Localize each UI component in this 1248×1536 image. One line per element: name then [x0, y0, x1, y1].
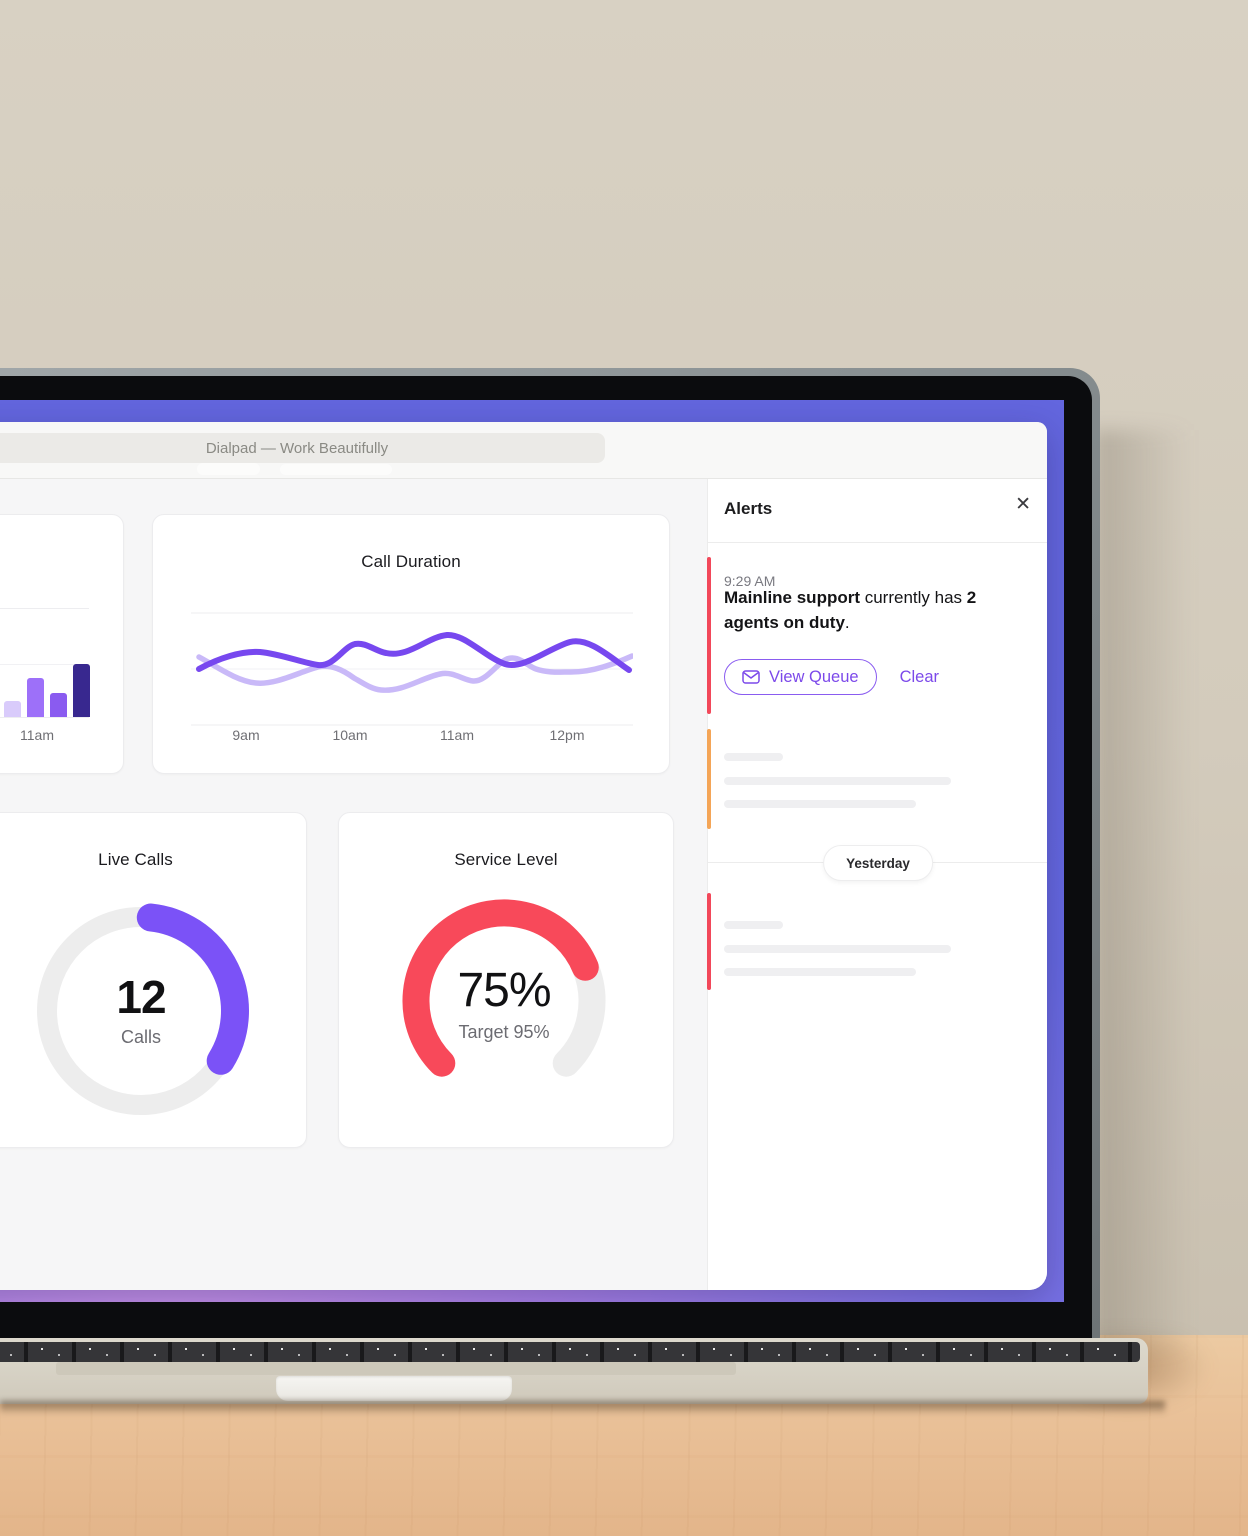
- x-axis-label: 10am: [332, 727, 368, 743]
- alert-stripe-red: [707, 893, 711, 990]
- yesterday-pill: Yesterday: [823, 845, 933, 881]
- skeleton-line: [724, 800, 916, 808]
- gauge-center-label: 75% Target 95%: [457, 964, 551, 1043]
- bookmark-chip: [197, 463, 260, 475]
- gridline: [0, 717, 89, 718]
- live-calls-value: 12: [116, 971, 166, 1023]
- card-title: Live Calls: [98, 850, 173, 869]
- yesterday-label: Yesterday: [846, 855, 910, 871]
- skeleton-line: [724, 945, 951, 953]
- envelope-icon: [742, 670, 760, 684]
- service-level-value: 75%: [457, 964, 551, 1017]
- donut-arc: [136, 903, 249, 1075]
- screen-wallpaper: Dialpad — Work Beautifully: [0, 400, 1064, 1302]
- gauge-track: [552, 953, 606, 1077]
- skeleton-line: [724, 968, 916, 976]
- view-queue-label: View Queue: [769, 667, 859, 686]
- alert-message: Mainline support currently has 2 agents …: [724, 588, 977, 632]
- gauge-arc: [402, 899, 599, 1077]
- x-axis-label: 12pm: [549, 727, 585, 743]
- x-axis-label: 11am: [20, 727, 54, 743]
- bar-segment: [73, 664, 90, 717]
- base-front-shadow: [0, 1401, 1165, 1415]
- alert-actions: View Queue Clear: [724, 659, 939, 695]
- gridline: [0, 664, 89, 665]
- live-calls-unit: Calls: [120, 1027, 162, 1047]
- alert-message-bold: Mainline support: [724, 588, 860, 607]
- close-icon[interactable]: ✕: [1015, 494, 1031, 515]
- card-hourly-bars: 11am: [0, 514, 124, 774]
- laptop-base: [0, 1338, 1148, 1404]
- browser-chrome: Dialpad — Work Beautifully: [0, 422, 1047, 478]
- skeleton-line: [724, 777, 951, 785]
- alert-stripe-red: [707, 557, 711, 714]
- alert-stripe-orange: [707, 729, 711, 829]
- skeleton-line: [724, 753, 783, 761]
- card-title: Call Duration: [361, 552, 461, 571]
- series-dark-line: [196, 632, 632, 673]
- x-axis-label: 9am: [232, 727, 260, 743]
- panel-divider: [708, 542, 1047, 543]
- keyboard: [0, 1342, 1140, 1362]
- dashboard: 11am Call Duration: [0, 479, 707, 1290]
- skeleton-line: [724, 921, 783, 929]
- bookmark-chip: [280, 464, 392, 475]
- donut-chart: [37, 903, 249, 1115]
- x-axis-label: 11am: [440, 727, 474, 743]
- browser-window: Dialpad — Work Beautifully: [0, 422, 1047, 1290]
- clear-button[interactable]: Clear: [899, 667, 940, 686]
- service-level-target: Target 95%: [458, 1022, 550, 1042]
- card-title: Service Level: [454, 850, 558, 869]
- alerts-title: Alerts: [724, 499, 773, 518]
- bar-segment: [4, 701, 21, 717]
- tab-title: Dialpad — Work Beautifully: [205, 439, 389, 457]
- card-service-level: Service Level 75% Target 95%: [338, 812, 674, 1148]
- screen-bezel: Dialpad — Work Beautifully: [0, 376, 1092, 1343]
- card-call-duration: Call Duration 9am 10am 11am 1: [152, 514, 670, 774]
- laptop-wall-shadow: [1094, 430, 1190, 1350]
- series-light-line: [196, 653, 633, 693]
- donut-center-label: 12 Calls: [116, 971, 166, 1048]
- laptop-lid: Dialpad — Work Beautifully: [0, 368, 1100, 1343]
- alerts-panel: Alerts ✕ 9:29 AM Mainline support curren…: [707, 479, 1047, 1290]
- line-chart: [191, 612, 633, 726]
- card-live-calls: Live Calls 12 Calls: [0, 812, 307, 1148]
- keyboard-well: [56, 1362, 736, 1375]
- bar-segment: [50, 693, 67, 717]
- alert-timestamp: 9:29 AM: [724, 573, 776, 589]
- view-queue-button[interactable]: View Queue: [724, 659, 877, 695]
- address-bar[interactable]: Dialpad — Work Beautifully: [0, 433, 605, 463]
- bar-segment: [27, 678, 44, 717]
- gridline: [0, 608, 89, 609]
- alert-message-bold: 2 agents on duty: [724, 588, 977, 632]
- trackpad: [276, 1376, 512, 1401]
- gauge-chart: [402, 899, 606, 1077]
- chrome-divider: [0, 478, 1047, 479]
